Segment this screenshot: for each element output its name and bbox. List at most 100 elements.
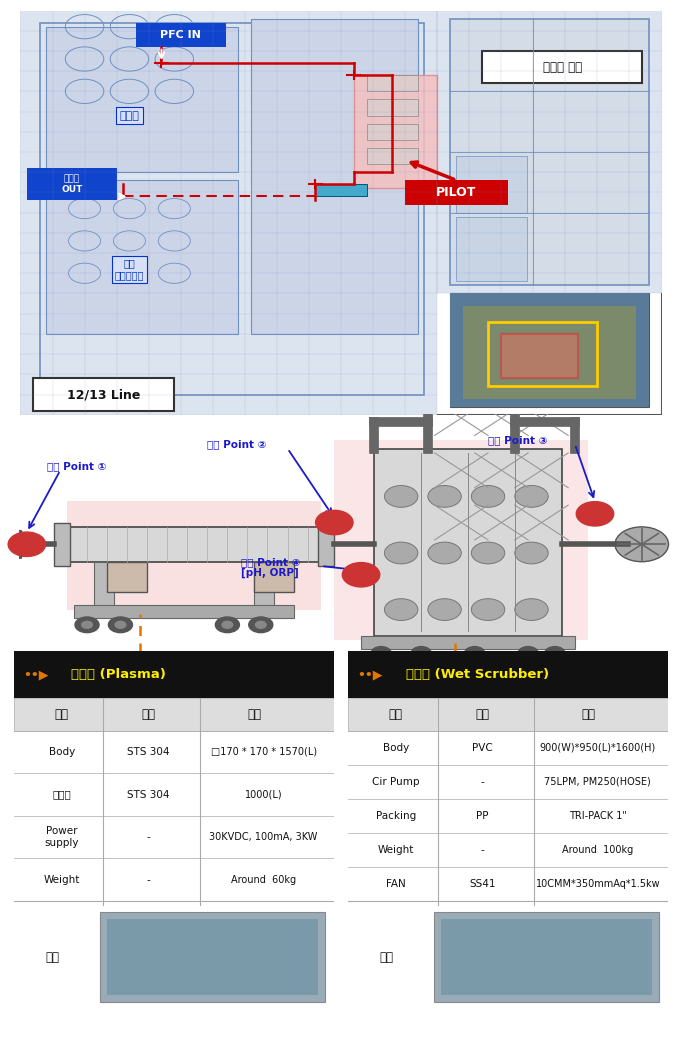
FancyBboxPatch shape — [67, 527, 321, 562]
FancyBboxPatch shape — [14, 651, 334, 698]
Text: FAN: FAN — [386, 879, 406, 889]
Circle shape — [615, 527, 668, 562]
Text: Packing: Packing — [376, 811, 416, 821]
Circle shape — [385, 542, 418, 564]
Circle shape — [471, 485, 505, 507]
Text: Body: Body — [383, 742, 409, 753]
FancyBboxPatch shape — [315, 185, 367, 196]
Circle shape — [515, 542, 548, 564]
FancyBboxPatch shape — [254, 562, 274, 610]
Circle shape — [515, 598, 548, 621]
FancyBboxPatch shape — [107, 562, 147, 592]
Text: Power
supply: Power supply — [44, 826, 79, 848]
FancyBboxPatch shape — [33, 378, 175, 411]
Text: 재질: 재질 — [475, 708, 490, 721]
Circle shape — [576, 502, 614, 526]
Text: 구분: 구분 — [55, 708, 69, 721]
FancyBboxPatch shape — [54, 523, 70, 566]
FancyBboxPatch shape — [20, 10, 662, 415]
FancyBboxPatch shape — [67, 501, 321, 610]
Text: 환원조 (Wet Scrubber): 환원조 (Wet Scrubber) — [406, 668, 548, 681]
FancyBboxPatch shape — [434, 911, 659, 1003]
Circle shape — [428, 485, 461, 507]
Text: 전처리: 전처리 — [119, 110, 139, 121]
FancyBboxPatch shape — [441, 919, 653, 995]
Circle shape — [411, 647, 431, 659]
Text: 측정 Point ①: 측정 Point ① — [47, 461, 106, 471]
Text: 사진: 사진 — [45, 950, 59, 964]
Text: 30KVDC, 100mA, 3KW: 30KVDC, 100mA, 3KW — [209, 832, 318, 842]
FancyBboxPatch shape — [501, 334, 578, 378]
FancyBboxPatch shape — [361, 635, 575, 649]
Circle shape — [316, 510, 353, 534]
Text: 사양: 사양 — [247, 708, 261, 721]
FancyBboxPatch shape — [27, 168, 117, 201]
Circle shape — [385, 598, 418, 621]
Circle shape — [8, 532, 46, 556]
Text: Around  60kg: Around 60kg — [231, 875, 296, 885]
Text: 산화조 (Plasma): 산화조 (Plasma) — [72, 668, 166, 681]
Circle shape — [82, 622, 92, 628]
Text: 전처리
OUT: 전처리 OUT — [61, 174, 83, 194]
FancyBboxPatch shape — [405, 181, 507, 205]
Text: Body: Body — [48, 747, 75, 757]
FancyBboxPatch shape — [100, 911, 325, 1003]
FancyBboxPatch shape — [437, 10, 662, 293]
FancyBboxPatch shape — [367, 148, 418, 164]
Text: PVC: PVC — [472, 742, 493, 753]
FancyBboxPatch shape — [348, 651, 668, 698]
Circle shape — [216, 617, 239, 633]
Text: 멀티
정전유전체: 멀티 정전유전체 — [115, 258, 144, 280]
FancyBboxPatch shape — [93, 562, 114, 610]
FancyBboxPatch shape — [354, 76, 437, 188]
Circle shape — [75, 617, 99, 633]
FancyBboxPatch shape — [367, 76, 418, 91]
Text: 900(W)*950(L)*1600(H): 900(W)*950(L)*1600(H) — [539, 742, 656, 753]
FancyBboxPatch shape — [254, 562, 294, 592]
FancyBboxPatch shape — [46, 26, 239, 172]
Circle shape — [545, 647, 565, 659]
Text: Weight: Weight — [378, 845, 414, 855]
FancyBboxPatch shape — [450, 293, 649, 406]
Text: 측정 Point ④: 측정 Point ④ — [241, 558, 300, 567]
FancyBboxPatch shape — [367, 100, 418, 116]
Text: 측정 Point ②: 측정 Point ② — [207, 439, 267, 449]
Circle shape — [342, 563, 380, 587]
Circle shape — [518, 647, 538, 659]
FancyBboxPatch shape — [456, 156, 527, 212]
FancyBboxPatch shape — [14, 698, 334, 731]
Circle shape — [222, 622, 233, 628]
Text: 75LPM, PM250(HOSE): 75LPM, PM250(HOSE) — [544, 777, 651, 786]
Text: PFC IN: PFC IN — [160, 29, 201, 40]
Text: Around  100kg: Around 100kg — [562, 845, 634, 855]
Text: -: - — [481, 777, 484, 786]
Circle shape — [108, 617, 132, 633]
Text: 방전극: 방전극 — [53, 790, 71, 799]
Text: Weight: Weight — [44, 875, 80, 885]
FancyBboxPatch shape — [74, 605, 294, 618]
FancyBboxPatch shape — [318, 523, 334, 566]
FancyBboxPatch shape — [334, 440, 589, 640]
Text: 12/13 Line: 12/13 Line — [67, 388, 140, 401]
Text: TRI-PACK 1": TRI-PACK 1" — [569, 811, 627, 821]
Text: 10CMM*350mmAq*1.5kw: 10CMM*350mmAq*1.5kw — [535, 879, 660, 889]
Text: SS41: SS41 — [469, 879, 496, 889]
Text: 재질: 재질 — [141, 708, 155, 721]
FancyBboxPatch shape — [456, 216, 527, 281]
FancyBboxPatch shape — [20, 10, 437, 415]
Text: -: - — [147, 875, 150, 885]
FancyBboxPatch shape — [450, 19, 649, 286]
Circle shape — [115, 622, 125, 628]
Text: □170 * 170 * 1570(L): □170 * 170 * 1570(L) — [211, 747, 316, 757]
Circle shape — [464, 647, 485, 659]
Text: 구분: 구분 — [389, 708, 403, 721]
FancyBboxPatch shape — [348, 698, 668, 731]
Text: 1000(L): 1000(L) — [245, 790, 282, 799]
Text: PP: PP — [476, 811, 489, 821]
Text: -: - — [147, 832, 150, 842]
Text: 측정 Point ③: 측정 Point ③ — [488, 435, 548, 445]
FancyBboxPatch shape — [450, 293, 649, 406]
Circle shape — [428, 542, 461, 564]
FancyBboxPatch shape — [367, 124, 418, 140]
FancyBboxPatch shape — [136, 23, 226, 47]
